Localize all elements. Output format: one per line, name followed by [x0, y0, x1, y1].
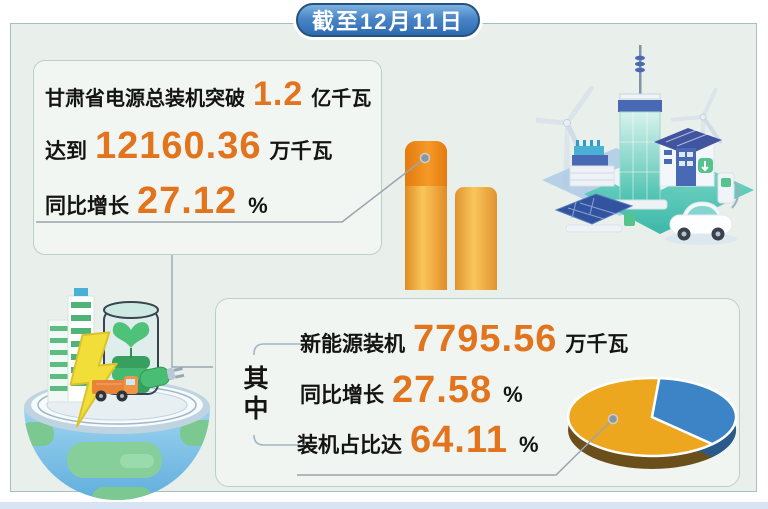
- detail-line2-suffix: %: [503, 382, 523, 407]
- summary-line-reach: 达到 12160.36 万千瓦: [45, 125, 333, 168]
- detail-line-new-energy: 新能源装机 7795.56 万千瓦: [300, 318, 628, 361]
- summary-line2-suffix: 万千瓦: [269, 140, 333, 163]
- summary-line2-value: 12160.36: [95, 125, 262, 167]
- summary-line1-suffix: 亿千瓦: [311, 88, 372, 110]
- bar-total-capacity-cap: [405, 141, 447, 186]
- glass-tower-icon: [612, 45, 668, 210]
- date-badge-label: 截至12月11日: [312, 9, 464, 34]
- summary-line3-prefix: 同比增长: [45, 195, 129, 218]
- green-energy-earth-illustration: [24, 288, 210, 500]
- truck-icon: [92, 376, 138, 402]
- bottom-accent-strip: [0, 502, 768, 509]
- detail-line1-value: 7795.56: [413, 318, 558, 360]
- detail-line1-suffix: 万千瓦: [565, 333, 629, 356]
- summary-line3-value: 27.12: [137, 180, 238, 222]
- summary-line3-suffix: %: [248, 193, 268, 218]
- summary-line1-prefix: 甘肃省电源总装机突破: [45, 88, 245, 110]
- ev-charger-icon: [717, 172, 740, 209]
- clean-energy-city-illustration: [536, 45, 754, 245]
- summary-line-total: 甘肃省电源总装机突破 1.2 亿千瓦: [45, 75, 371, 114]
- summary-line2-prefix: 达到: [45, 140, 87, 163]
- detail-line3-suffix: %: [519, 432, 539, 457]
- bar-total-capacity: [405, 141, 447, 290]
- detail-line-share: 装机占比达 64.11 %: [297, 419, 539, 462]
- detail-line1-prefix: 新能源装机: [300, 333, 405, 356]
- solar-panel-icon: [554, 193, 635, 233]
- summary-line-growth: 同比增长 27.12 %: [45, 180, 268, 223]
- pie-chart: [566, 376, 738, 469]
- detail-line3-value: 64.11: [410, 419, 508, 461]
- pie-slice-other: [650, 376, 738, 446]
- bar-new-energy-capacity: [455, 187, 497, 290]
- green-building-icon: [654, 128, 722, 187]
- date-badge: 截至12月11日: [296, 3, 480, 37]
- detail-line-growth: 同比增长 27.58 %: [300, 369, 523, 412]
- detail-line2-prefix: 同比增长: [300, 384, 384, 407]
- ev-car-icon: [665, 201, 737, 245]
- detail-line3-prefix: 装机占比达: [297, 434, 402, 457]
- city-buildings-icon: [569, 140, 615, 187]
- power-plug-icon: [139, 366, 185, 389]
- summary-line1-value: 1.2: [253, 75, 304, 113]
- detail-line2-value: 27.58: [392, 369, 493, 411]
- group-label: 其中: [237, 355, 271, 435]
